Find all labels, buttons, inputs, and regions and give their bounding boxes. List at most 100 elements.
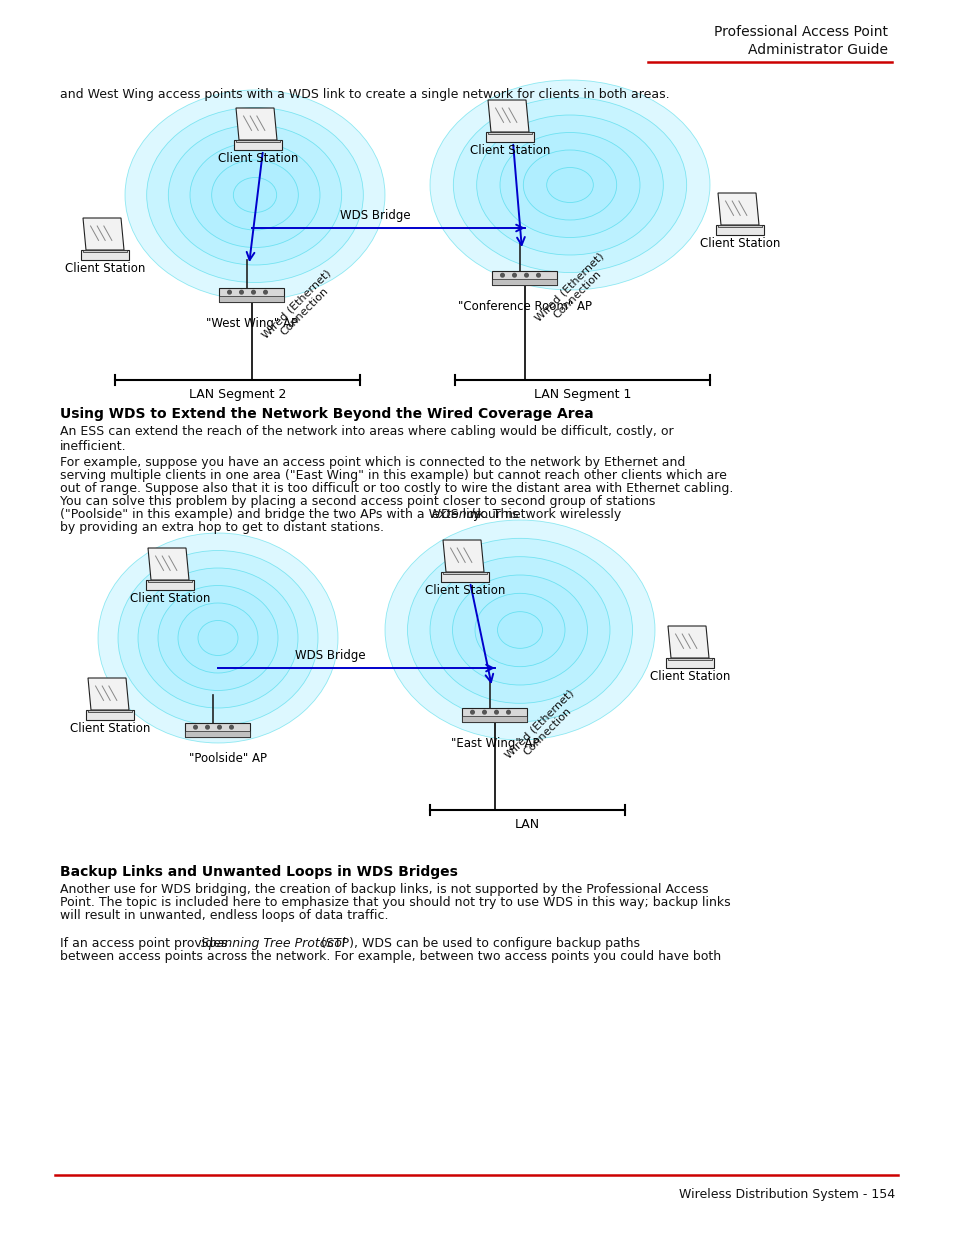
Text: Another use for WDS bridging, the creation of backup links, is not supported by : Another use for WDS bridging, the creati… [60,883,708,897]
Text: out of range. Suppose also that it is too difficult or too costly to wire the di: out of range. Suppose also that it is to… [60,482,733,495]
Text: "East Wing" AP: "East Wing" AP [450,737,538,750]
Circle shape [512,273,516,277]
Text: Administrator Guide: Administrator Guide [747,43,887,57]
Bar [235,140,280,142]
Text: An ESS can extend the reach of the network into areas where cabling would be dif: An ESS can extend the reach of the netwo… [60,425,673,453]
Circle shape [263,290,267,294]
Ellipse shape [523,149,616,220]
Text: Using WDS to Extend the Network Beyond the Wired Coverage Area: Using WDS to Extend the Network Beyond t… [60,408,593,421]
Bar [219,288,284,303]
Bar [667,658,711,659]
Circle shape [506,710,510,714]
Bar [442,572,486,574]
Bar [146,580,193,590]
Text: will result in unwanted, endless loops of data traffic.: will result in unwanted, endless loops o… [60,909,388,923]
Circle shape [252,290,255,294]
Bar [185,722,251,737]
Ellipse shape [168,125,341,266]
Text: LAN: LAN [515,818,539,831]
Bar [233,140,282,149]
Text: Spanning Tree Protocol: Spanning Tree Protocol [200,937,345,950]
Text: Wired (Ethernet)
Connection: Wired (Ethernet) Connection [533,251,613,331]
Circle shape [524,273,528,277]
Text: your network wirelessly: your network wirelessly [468,508,620,521]
Circle shape [217,725,221,729]
Text: "Poolside" AP: "Poolside" AP [189,752,267,764]
Text: (STP), WDS can be used to configure backup paths: (STP), WDS can be used to configure back… [316,937,639,950]
Ellipse shape [198,620,237,656]
Text: WDS Bridge: WDS Bridge [294,650,365,662]
Text: between access points across the network. For example, between two access points: between access points across the network… [60,950,720,963]
Bar [148,580,192,582]
Ellipse shape [125,90,385,300]
Ellipse shape [138,568,297,708]
Text: Client Station: Client Station [649,671,729,683]
Bar [86,710,133,720]
Bar [81,249,129,261]
Bar [488,132,532,135]
Text: by providing an extra hop to get to distant stations.: by providing an extra hop to get to dist… [60,521,384,534]
Bar [665,658,713,668]
Circle shape [500,273,504,277]
Ellipse shape [499,132,639,237]
Polygon shape [667,626,708,658]
Bar [219,296,284,303]
Circle shape [470,710,474,714]
Text: For example, suppose you have an access point which is connected to the network : For example, suppose you have an access … [60,456,684,469]
Ellipse shape [147,107,363,283]
Ellipse shape [98,534,337,743]
Text: Client Station: Client Station [424,584,505,597]
Bar [716,225,763,235]
Circle shape [193,725,197,729]
Text: Client Station: Client Station [700,237,780,249]
Polygon shape [718,193,759,225]
Circle shape [206,725,209,729]
Text: LAN Segment 2: LAN Segment 2 [189,388,286,401]
Ellipse shape [233,178,276,212]
Text: "West Wing" AP: "West Wing" AP [206,317,297,330]
Text: extends: extends [431,508,481,521]
Text: Point. The topic is included here to emphasize that you should not try to use WD: Point. The topic is included here to emp… [60,897,730,909]
Text: serving multiple clients in one area ("East Wing" in this example) but cannot re: serving multiple clients in one area ("E… [60,469,726,482]
Ellipse shape [385,520,655,740]
Text: Client Station: Client Station [70,722,150,735]
Bar [492,279,557,285]
Bar [718,225,761,227]
Circle shape [228,290,231,294]
Ellipse shape [497,611,542,648]
Text: Client Station: Client Station [130,592,210,605]
Ellipse shape [178,603,257,673]
Ellipse shape [453,98,686,273]
Text: You can solve this problem by placing a second access point closer to second gro: You can solve this problem by placing a … [60,495,655,508]
Text: Client Station: Client Station [217,152,298,165]
Text: LAN Segment 1: LAN Segment 1 [534,388,631,401]
Text: "Conference Room" AP: "Conference Room" AP [457,300,592,312]
Bar [462,708,527,722]
Circle shape [537,273,539,277]
Ellipse shape [546,168,593,203]
Bar [485,132,534,142]
Polygon shape [442,540,483,572]
Circle shape [230,725,233,729]
Bar [440,572,489,582]
Text: WDS Bridge: WDS Bridge [339,209,410,222]
Text: Client Station: Client Station [469,144,550,157]
Ellipse shape [475,593,564,667]
Circle shape [482,710,486,714]
Ellipse shape [212,161,298,230]
Polygon shape [83,219,124,249]
Text: and West Wing access points with a WDS link to create a single network for clien: and West Wing access points with a WDS l… [60,88,669,101]
Text: Backup Links and Unwanted Loops in WDS Bridges: Backup Links and Unwanted Loops in WDS B… [60,864,457,879]
Bar [88,710,132,713]
Ellipse shape [158,585,277,690]
Text: Client Station: Client Station [65,262,145,275]
Text: Wireless Distribution System - 154: Wireless Distribution System - 154 [679,1188,894,1200]
Ellipse shape [430,557,609,704]
Polygon shape [148,548,189,580]
Ellipse shape [407,538,632,721]
Polygon shape [235,107,276,140]
Ellipse shape [118,551,317,725]
Text: Wired (Ethernet)
Connection: Wired (Ethernet) Connection [260,268,340,348]
Bar [462,716,527,722]
Circle shape [495,710,497,714]
